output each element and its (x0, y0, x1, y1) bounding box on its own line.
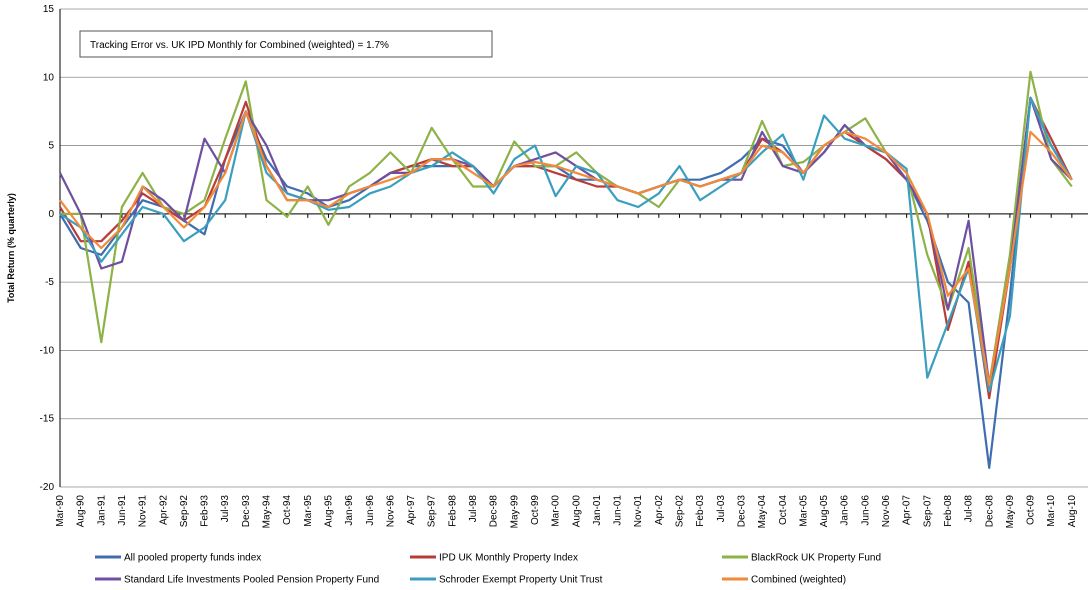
legend-label: All pooled property funds index (124, 553, 261, 564)
x-tick-label: Jun-01 (613, 495, 624, 526)
x-tick-label: May-04 (757, 495, 768, 529)
x-tick-label: May-99 (509, 495, 520, 529)
x-tick-label: May-09 (1005, 495, 1016, 529)
series-line (59, 96, 1073, 469)
x-tick-label: Sep-92 (179, 495, 190, 528)
x-tick-label: Jul-93 (220, 495, 231, 523)
y-tick-label: -5 (45, 277, 54, 288)
x-tick-label: Jul-08 (964, 495, 975, 523)
series-line (59, 96, 1073, 400)
x-tick-label: Jul-98 (468, 495, 479, 523)
x-tick-label: Aug-05 (819, 495, 830, 528)
x-tick-label: Dec-93 (241, 495, 252, 528)
y-tick-label: -20 (40, 482, 55, 493)
x-tick-label: Apr-02 (654, 495, 665, 525)
x-tick-label: Feb-08 (943, 495, 954, 527)
y-tick-label: -15 (40, 414, 55, 425)
x-tick-label: Nov-01 (633, 495, 644, 528)
series-line (59, 110, 1073, 386)
x-tick-label: Jan-96 (344, 495, 355, 526)
x-tick-label: Jun-96 (365, 495, 376, 526)
x-tick-label: Jan-91 (96, 495, 107, 526)
y-tick-label: 15 (43, 4, 55, 15)
x-tick-label: Oct-94 (282, 495, 293, 525)
x-tick-label: Oct-99 (530, 495, 541, 525)
x-tick-label: Mar-90 (55, 495, 66, 527)
x-tick-label: Mar-00 (551, 495, 562, 527)
x-tick-label: Nov-91 (138, 495, 149, 528)
x-tick-label: Mar-05 (798, 495, 809, 527)
x-tick-label: May-94 (262, 495, 273, 529)
legend-label: IPD UK Monthly Property Index (439, 553, 578, 564)
x-tick-label: Jul-03 (716, 495, 727, 523)
annotation-box (79, 30, 493, 58)
x-tick-label: Oct-04 (778, 495, 789, 525)
x-tick-label: Jan-06 (840, 495, 851, 526)
annotation: Tracking Error vs. UK IPD Monthly for Co… (90, 40, 389, 51)
x-tick-label: Jun-91 (117, 495, 128, 526)
x-tick-label: Nov-96 (385, 495, 396, 528)
x-tick-label: Dec-08 (984, 495, 995, 528)
x-tick-label: Sep-02 (675, 495, 686, 528)
x-tick-label: Mar-10 (1046, 495, 1057, 527)
x-tick-label: Sep-97 (427, 495, 438, 528)
x-tick-label: Aug-95 (323, 495, 334, 528)
x-tick-label: Aug-90 (76, 495, 87, 528)
y-tick-label: 10 (43, 72, 55, 83)
x-tick-label: Feb-98 (447, 495, 458, 527)
y-axis-label: Total Return (% quarterly) (6, 193, 16, 303)
x-tick-label: Sep-07 (922, 495, 933, 528)
x-tick-label: Apr-92 (158, 495, 169, 525)
legend-label: Schroder Exempt Property Unit Trust (439, 575, 603, 586)
x-tick-label: Nov-06 (881, 495, 892, 528)
x-tick-label: Aug-10 (1067, 495, 1078, 528)
y-tick-label: 0 (48, 209, 54, 220)
x-tick-label: Jun-06 (860, 495, 871, 526)
x-tick-label: Jan-01 (592, 495, 603, 526)
legend-label: Standard Life Investments Pooled Pension… (124, 575, 379, 586)
x-tick-label: Apr-07 (902, 495, 913, 525)
legend-label: Combined (weighted) (751, 575, 846, 586)
y-tick-label: -10 (40, 345, 55, 356)
x-tick-label: Dec-03 (736, 495, 747, 528)
series-line (59, 96, 1073, 393)
x-tick-label: Apr-97 (406, 495, 417, 525)
x-tick-label: Aug-00 (571, 495, 582, 528)
x-tick-label: Feb-03 (695, 495, 706, 527)
x-tick-label: Mar-95 (303, 495, 314, 527)
legend-label: BlackRock UK Property Fund (751, 553, 881, 564)
x-tick-label: Dec-98 (489, 495, 500, 528)
series-line (59, 96, 1073, 386)
series-line (60, 70, 1073, 386)
x-tick-label: Feb-93 (200, 495, 211, 527)
x-tick-label: Oct-09 (1026, 495, 1037, 525)
y-tick-label: 5 (48, 141, 54, 152)
